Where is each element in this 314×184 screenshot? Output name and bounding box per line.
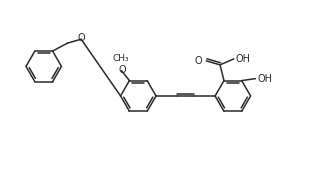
- Text: CH₃: CH₃: [112, 54, 129, 63]
- Text: OH: OH: [257, 74, 273, 84]
- Text: O: O: [119, 65, 126, 75]
- Text: OH: OH: [236, 54, 251, 64]
- Text: O: O: [77, 33, 85, 43]
- Text: O: O: [195, 56, 202, 66]
